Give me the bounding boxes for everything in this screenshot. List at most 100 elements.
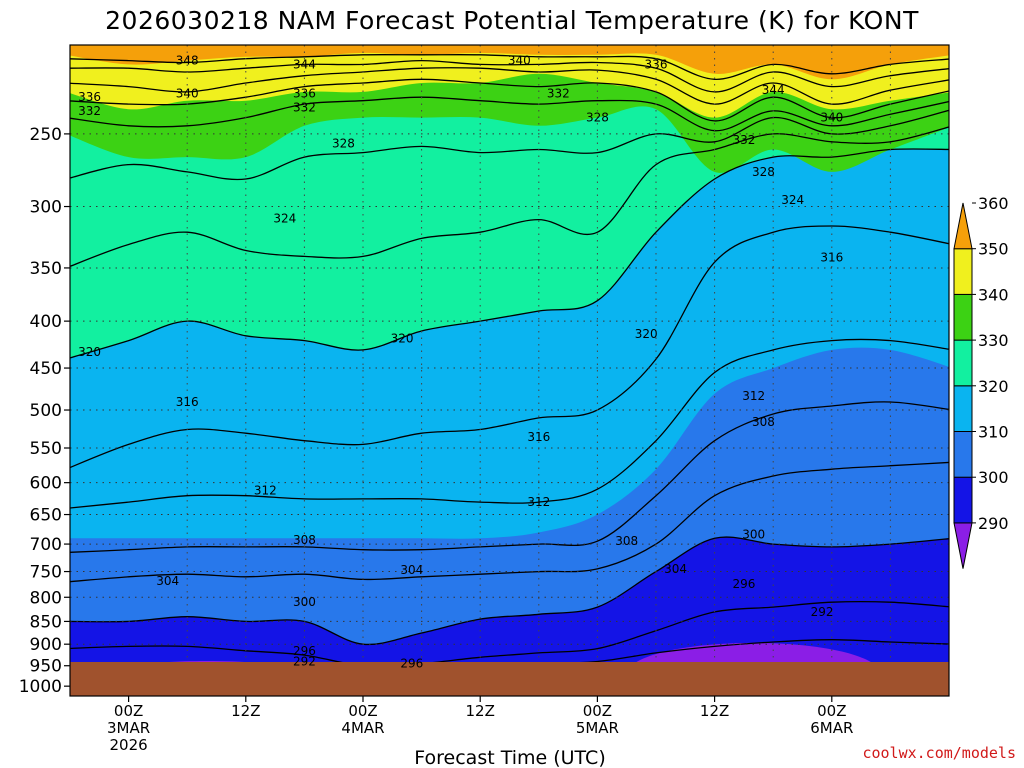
contour-label: 304 <box>664 562 687 576</box>
contour-label: 320 <box>391 332 414 346</box>
contour-lines <box>70 54 949 669</box>
contour-label: 296 <box>732 577 755 591</box>
contour-label: 328 <box>332 136 355 150</box>
ground-surface <box>70 662 949 696</box>
contour-label: 324 <box>781 193 804 207</box>
contour-label: 312 <box>527 495 550 509</box>
y-tick-label: 600 <box>30 474 62 494</box>
y-tick-label: 500 <box>30 401 62 421</box>
contour-label: 300 <box>742 527 765 541</box>
contour-label: 344 <box>762 83 785 97</box>
filled-contours <box>70 45 949 696</box>
contour-label: 328 <box>586 111 609 125</box>
credit-text: coolwx.com/models <box>862 744 1016 762</box>
contour-label: 332 <box>547 87 570 101</box>
y-tick-label: 850 <box>30 612 62 632</box>
contour-label: 292 <box>293 655 316 669</box>
colorbar-label: 360 <box>978 194 1009 213</box>
x-tick-label: 00Z <box>348 702 377 720</box>
x-axis-title: Forecast Time (UTC) <box>414 747 605 768</box>
x-tick-label: 12Z <box>466 702 495 720</box>
contour-300 <box>70 536 949 646</box>
x-tick-label: 3MAR <box>107 719 150 737</box>
colorbar: 290 300 310 320 330 340 350 360 <box>953 194 1009 569</box>
contour-label: 324 <box>273 211 296 225</box>
contour-320 <box>70 148 949 359</box>
chart-title: 2026030218 NAM Forecast Potential Temper… <box>105 6 919 35</box>
contour-label: 316 <box>527 430 550 444</box>
contour-label: 328 <box>752 165 775 179</box>
plot-frame <box>69 44 950 697</box>
contour-label: 292 <box>811 605 834 619</box>
contour-328 <box>70 109 949 181</box>
colorbar-segment <box>953 339 973 387</box>
y-tick-label: 350 <box>30 259 62 279</box>
y-tick-label: 700 <box>30 535 62 555</box>
y-tick-label: 950 <box>30 657 62 677</box>
contour-label: 304 <box>400 563 423 577</box>
x-tick-label: 2026 <box>110 736 148 754</box>
contour-308 <box>70 401 949 553</box>
contour-label: 344 <box>293 57 316 71</box>
contour-344 <box>70 59 949 93</box>
contour-340 <box>70 67 949 105</box>
contour-label: 312 <box>742 389 765 403</box>
colorbar-segment <box>953 385 973 432</box>
y-tick-label: 550 <box>30 439 62 459</box>
contour-label: 300 <box>293 595 316 609</box>
y-tick-label: 250 <box>30 125 62 145</box>
contour-label: 340 <box>176 87 199 101</box>
y-tick-label: 750 <box>30 563 62 583</box>
x-tick-label: 12Z <box>231 702 260 720</box>
contour-label: 316 <box>176 395 199 409</box>
x-tick-label: 12Z <box>700 702 729 720</box>
contour-label: 336 <box>78 90 101 104</box>
y-tick-label: 650 <box>30 506 62 526</box>
contour-label: 332 <box>78 104 101 118</box>
y-tick-label: 450 <box>30 359 62 379</box>
gridlines <box>70 45 949 696</box>
y-tick-label: 800 <box>30 588 62 608</box>
x-tick-label: 6MAR <box>810 719 853 737</box>
contour-324 <box>70 126 949 268</box>
contour-label: 304 <box>156 574 179 588</box>
colorbar-segment <box>953 248 973 295</box>
y-tick-label: 300 <box>30 198 62 218</box>
contour-296 <box>70 600 949 667</box>
contour-332 <box>70 96 949 132</box>
contour-label: 312 <box>254 484 277 498</box>
y-axis: 250 300 350 400 450 500 550 600 650 700 750 800 850 9… <box>19 125 70 697</box>
colorbar-segment <box>953 522 973 569</box>
colorbar-label: 290 <box>978 514 1009 533</box>
x-tick-label: 00Z <box>114 702 143 720</box>
contour-label: 308 <box>752 415 775 429</box>
contour-label: 308 <box>293 533 316 547</box>
colorbar-segment <box>953 293 973 341</box>
contour-312 <box>70 338 949 509</box>
y-tick-label: 400 <box>30 312 62 332</box>
x-tick-label: 4MAR <box>341 719 384 737</box>
colorbar-label: 320 <box>978 377 1009 396</box>
contour-label: 340 <box>820 111 843 125</box>
colorbar-label: 310 <box>978 423 1009 442</box>
contour-label: 332 <box>293 101 316 115</box>
colorbar-label: 340 <box>978 285 1009 304</box>
x-tick-label: 5MAR <box>576 719 619 737</box>
contour-336 <box>70 78 949 122</box>
contour-label: 296 <box>400 657 423 671</box>
contour-316 <box>70 225 949 469</box>
contour-label: 296 <box>293 644 316 658</box>
contour-label: 336 <box>645 57 668 71</box>
contour-label: 320 <box>78 345 101 359</box>
contour-label: 320 <box>635 327 658 341</box>
colorbar-segment <box>953 202 973 250</box>
band-350-360 <box>70 45 949 80</box>
contour-348 <box>70 54 949 80</box>
colorbar-label: 300 <box>978 468 1009 487</box>
y-tick-label: 900 <box>30 635 62 655</box>
colorbar-label: 350 <box>978 240 1009 259</box>
